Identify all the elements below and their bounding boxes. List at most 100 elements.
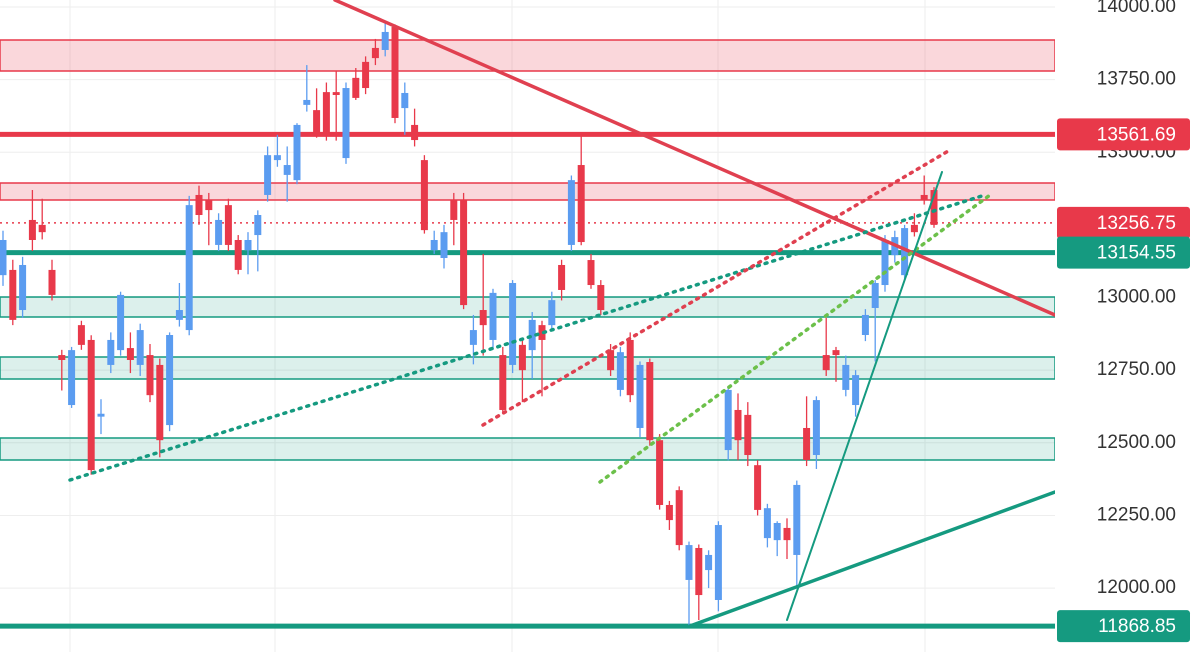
candle-body xyxy=(38,224,46,233)
candle-body xyxy=(881,239,889,286)
candle-body xyxy=(166,335,174,426)
axis-background xyxy=(1055,0,1200,652)
candle-body xyxy=(469,330,477,345)
candle-body xyxy=(322,92,330,136)
candle-body xyxy=(685,545,693,580)
candle-body xyxy=(48,269,56,295)
candle-body xyxy=(695,547,703,596)
candle-body xyxy=(675,490,683,546)
candle-body xyxy=(224,205,232,245)
candles xyxy=(0,21,938,626)
candle-body xyxy=(136,330,144,365)
candle-body xyxy=(342,88,350,159)
candle-body xyxy=(734,409,742,441)
price-label-box xyxy=(1057,118,1190,151)
candle-body xyxy=(273,155,281,161)
zones xyxy=(0,39,1056,461)
candle-body xyxy=(332,92,340,96)
candle-body xyxy=(832,350,840,356)
trendlines xyxy=(68,0,1057,628)
candle-body xyxy=(185,205,193,331)
candle-body xyxy=(254,215,262,236)
candle-body xyxy=(852,375,860,406)
y-tick-label: 14000.00 xyxy=(1097,0,1176,17)
price-label: 13256.75 xyxy=(1097,213,1176,234)
candle-body xyxy=(391,27,399,118)
candle-body xyxy=(0,239,7,276)
price-label: 13154.55 xyxy=(1097,243,1176,264)
candle-body xyxy=(244,239,252,251)
candle-body xyxy=(724,389,732,451)
candle-body xyxy=(528,319,536,351)
candle-body xyxy=(705,554,713,571)
price-label-box xyxy=(1057,206,1190,239)
candle-body xyxy=(587,260,595,286)
candle-body xyxy=(626,339,634,396)
candle-body xyxy=(460,199,468,306)
price-levels xyxy=(0,131,1055,629)
candle-body xyxy=(68,350,76,406)
price-label: 11868.85 xyxy=(1098,616,1176,637)
candle-body xyxy=(117,294,125,351)
candle-body xyxy=(205,199,213,211)
candle-body xyxy=(156,364,164,441)
candle-body xyxy=(861,314,869,336)
candle-body xyxy=(901,228,909,276)
candle-body xyxy=(58,355,66,360)
candle-body xyxy=(567,180,575,245)
candle-body xyxy=(215,219,223,245)
candle-body xyxy=(313,110,321,136)
candle-body xyxy=(665,504,673,521)
candle-body xyxy=(607,350,615,371)
candle-body xyxy=(450,199,458,220)
price-label-box xyxy=(1057,610,1190,643)
candle-body xyxy=(401,92,409,109)
candle-body xyxy=(518,344,526,371)
candle-body xyxy=(28,219,36,240)
candle-body xyxy=(812,400,820,456)
candle-body xyxy=(479,310,487,326)
candle-body xyxy=(77,325,85,345)
y-tick-label: 13000.00 xyxy=(1097,287,1176,308)
candle-body xyxy=(773,522,781,541)
candle-body xyxy=(636,364,644,428)
candle-body xyxy=(19,264,27,311)
candle-body xyxy=(371,47,379,59)
candle-body xyxy=(763,508,771,539)
price-label: 13561.69 xyxy=(1097,124,1176,145)
candle-body xyxy=(499,355,507,410)
y-tick-label: 13750.00 xyxy=(1097,69,1176,90)
price-label-box xyxy=(1057,236,1190,269)
candle-body xyxy=(822,355,830,371)
price-axis: 14000.0013750.0013500.0013000.0012750.00… xyxy=(1057,0,1190,643)
candle-body xyxy=(293,124,301,181)
candle-body xyxy=(744,414,752,456)
candle-body xyxy=(420,160,428,231)
candle-body xyxy=(440,232,448,259)
candle-body xyxy=(597,285,605,311)
candle-body xyxy=(754,465,762,510)
candle-body xyxy=(381,31,389,50)
candle-body xyxy=(283,165,291,175)
candle-body xyxy=(803,427,811,460)
candle-body xyxy=(175,310,183,320)
candle-body xyxy=(793,484,801,555)
candle-body xyxy=(362,61,370,89)
candle-body xyxy=(616,352,624,390)
candle-body xyxy=(871,282,879,308)
candle-body xyxy=(411,124,419,141)
candle-body xyxy=(842,364,850,390)
candle-body xyxy=(714,525,722,600)
candle-body xyxy=(87,339,95,471)
candle-body xyxy=(97,413,105,417)
candle-body xyxy=(234,239,242,270)
candle-body xyxy=(9,269,17,320)
candle-body xyxy=(656,440,664,505)
y-tick-label: 12750.00 xyxy=(1097,359,1176,380)
candle-body xyxy=(303,99,311,105)
candle-body xyxy=(264,155,272,195)
candle-body xyxy=(107,339,115,365)
y-tick-label: 12250.00 xyxy=(1097,504,1176,525)
candle-body xyxy=(920,194,928,200)
